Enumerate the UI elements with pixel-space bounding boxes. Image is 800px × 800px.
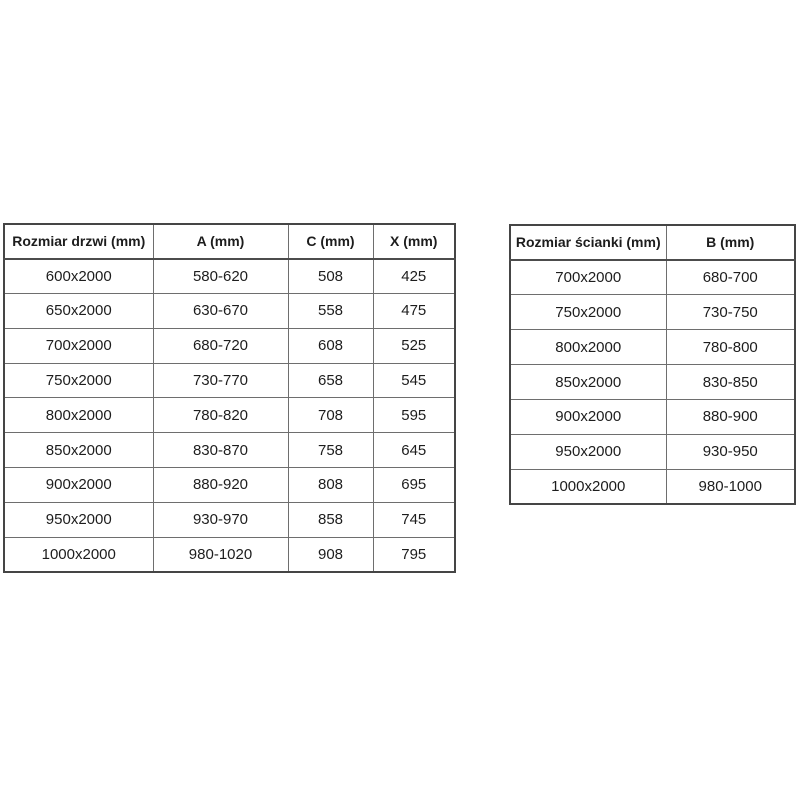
column-header: A (mm): [152, 223, 289, 260]
table-row: 850x2000 830-850: [509, 364, 796, 400]
table-row: 850x2000 830-870 758 645: [3, 432, 456, 469]
table-cell: 880-900: [665, 398, 796, 435]
table-cell: 808: [287, 467, 374, 503]
table-cell: 950x2000: [3, 501, 154, 538]
table-cell: 850x2000: [3, 432, 154, 469]
table-row: 700x2000 680-720 608 525: [3, 327, 456, 364]
table-cell: 545: [372, 362, 456, 399]
table-cell: 950x2000: [509, 433, 667, 470]
table-row: 750x2000 730-770 658 545: [3, 362, 456, 399]
table-cell: 525: [372, 327, 456, 364]
table-cell: 930-950: [665, 433, 796, 470]
table-cell: 908: [287, 536, 374, 573]
table-cell: 780-800: [665, 329, 796, 366]
table-cell: 695: [372, 467, 456, 503]
column-header: Rozmiar drzwi (mm): [3, 223, 154, 260]
table-row: 1000x2000 980-1020 908 795: [3, 536, 456, 573]
table-cell: 475: [372, 293, 456, 329]
table-cell: 758: [287, 432, 374, 469]
table-cell: 700x2000: [509, 259, 667, 296]
wall-panel-sizes-table: Rozmiar ścianki (mm) B (mm) 700x2000 680-7…: [509, 224, 796, 506]
table-row: 900x2000 880-920 808 695: [3, 467, 456, 503]
table-cell: 980-1000: [665, 468, 796, 505]
table-row: 950x2000 930-950: [509, 433, 796, 470]
table-cell: 680-700: [665, 259, 796, 296]
wall-table-header-row: Rozmiar ścianki (mm) B (mm): [509, 224, 796, 261]
table-row: 650x2000 630-670 558 475: [3, 293, 456, 329]
table-cell: 795: [372, 536, 456, 573]
table-cell: 600x2000: [3, 258, 154, 295]
column-header: C (mm): [287, 223, 374, 260]
table-cell: 680-720: [152, 327, 289, 364]
table-cell: 558: [287, 293, 374, 329]
table-cell: 730-770: [152, 362, 289, 399]
table-cell: 900x2000: [509, 398, 667, 435]
table-cell: 750x2000: [3, 362, 154, 399]
table-cell: 580-620: [152, 258, 289, 295]
table-row: 750x2000 730-750: [509, 294, 796, 331]
table-cell: 830-870: [152, 432, 289, 469]
table-cell: 508: [287, 258, 374, 295]
door-sizes-table: Rozmiar drzwi (mm) A (mm) C (mm) X (mm) 600…: [3, 223, 456, 573]
table-cell: 650x2000: [3, 293, 154, 329]
table-cell: 630-670: [152, 293, 289, 329]
table-cell: 425: [372, 258, 456, 295]
table-cell: 1000x2000: [509, 468, 667, 505]
table-cell: 645: [372, 432, 456, 469]
table-cell: 730-750: [665, 294, 796, 331]
table-cell: 880-920: [152, 467, 289, 503]
table-cell: 850x2000: [509, 364, 667, 400]
table-row: 700x2000 680-700: [509, 259, 796, 296]
table-cell: 800x2000: [3, 397, 154, 434]
table-cell: 750x2000: [509, 294, 667, 331]
table-cell: 780-820: [152, 397, 289, 434]
table-cell: 608: [287, 327, 374, 364]
table-row: 950x2000 930-970 858 745: [3, 501, 456, 538]
table-cell: 900x2000: [3, 467, 154, 503]
table-row: 800x2000 780-800: [509, 329, 796, 366]
table-cell: 1000x2000: [3, 536, 154, 573]
table-row: 1000x2000 980-1000: [509, 468, 796, 505]
table-cell: 980-1020: [152, 536, 289, 573]
column-header: B (mm): [665, 224, 796, 261]
table-row: 600x2000 580-620 508 425: [3, 258, 456, 295]
table-cell: 930-970: [152, 501, 289, 538]
table-cell: 858: [287, 501, 374, 538]
table-cell: 595: [372, 397, 456, 434]
table-cell: 700x2000: [3, 327, 154, 364]
table-cell: 800x2000: [509, 329, 667, 366]
column-header: Rozmiar ścianki (mm): [509, 224, 667, 261]
table-cell: 830-850: [665, 364, 796, 400]
table-cell: 658: [287, 362, 374, 399]
column-header: X (mm): [372, 223, 456, 260]
table-row: 900x2000 880-900: [509, 398, 796, 435]
table-cell: 745: [372, 501, 456, 538]
door-table-header-row: Rozmiar drzwi (mm) A (mm) C (mm) X (mm): [3, 223, 456, 260]
table-row: 800x2000 780-820 708 595: [3, 397, 456, 434]
table-cell: 708: [287, 397, 374, 434]
